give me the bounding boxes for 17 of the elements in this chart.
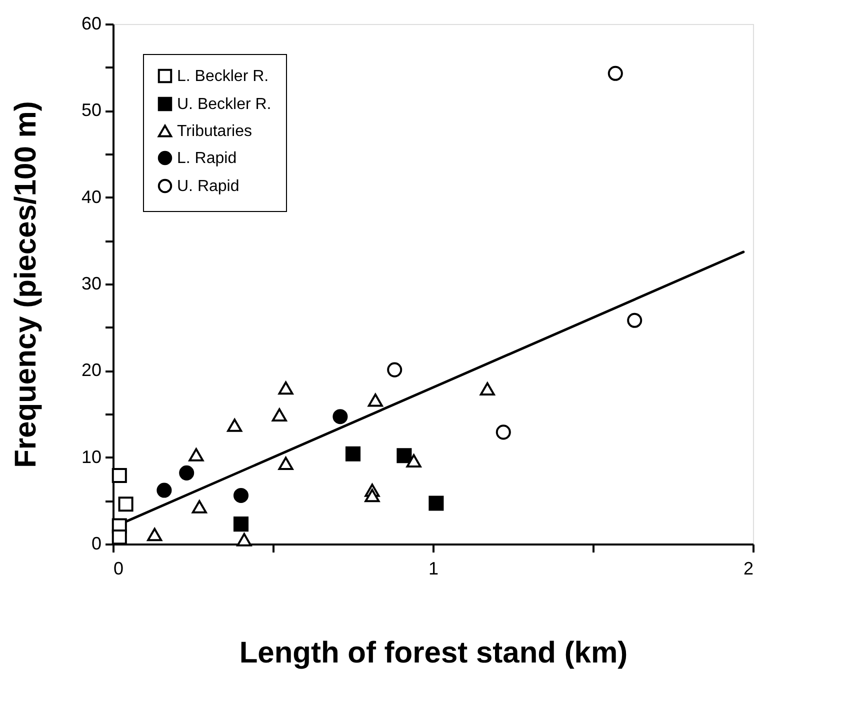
legend-label: L. Beckler R. bbox=[177, 68, 269, 85]
x-tick-label: 0 bbox=[114, 558, 124, 578]
x-tick-label: 2 bbox=[743, 558, 754, 578]
y-tick-label: 0 bbox=[91, 534, 102, 554]
y-axis-title: Frequency (pieces/100 m) bbox=[9, 101, 42, 468]
x-tick-label: 1 bbox=[428, 558, 439, 578]
legend-label: Tributaries bbox=[177, 123, 252, 140]
legend-label: U. Beckler R. bbox=[177, 96, 272, 113]
legend-label: L. Rapid bbox=[177, 150, 237, 167]
y-tick-label: 20 bbox=[81, 360, 102, 380]
y-tick-label: 40 bbox=[81, 186, 102, 207]
y-tick-label: 10 bbox=[81, 446, 102, 467]
y-tick-label: 50 bbox=[81, 100, 102, 120]
y-tick-label: 60 bbox=[81, 14, 102, 34]
x-axis-title: Length of forest stand (km) bbox=[239, 636, 628, 670]
y-tick-label: 30 bbox=[81, 274, 102, 294]
legend-label: U. Rapid bbox=[177, 178, 240, 195]
